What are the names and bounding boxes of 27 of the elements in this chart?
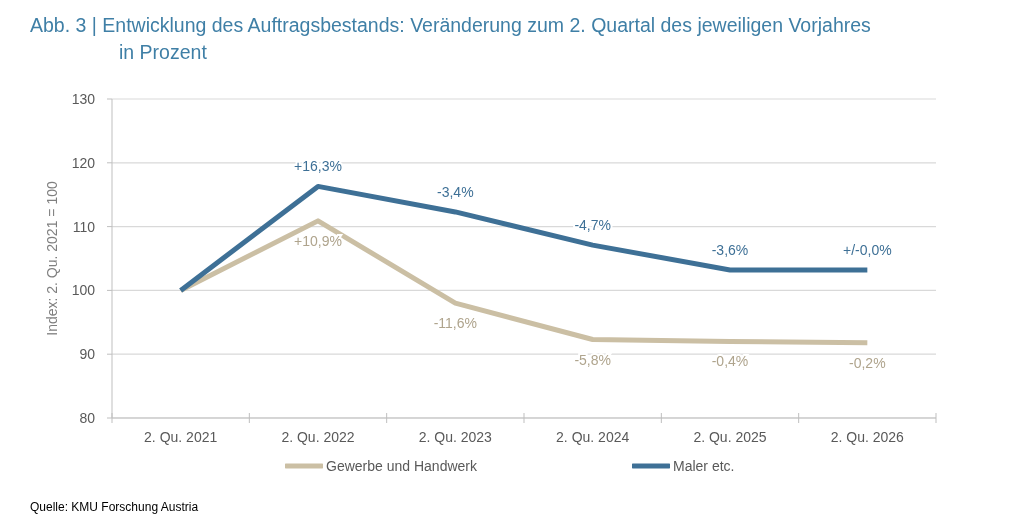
legend-label: Maler etc. [673,458,735,474]
chart-title: Abb. 3 | Entwicklung des Auftragsbestands: Veränderung zum 2. Quartal des jeweiligen Vorjahres in Prozent [30,13,872,65]
annotation: -3,6% [711,241,749,258]
x-tick-label: 2. Qu. 2025 [693,428,767,445]
y-tick-label: 100 [71,282,96,299]
x-tick-label: 2. Qu. 2023 [418,428,493,445]
annotation: -5,8% [574,351,611,368]
y-tick-label: 90 [79,346,96,363]
y-tick-label: 110 [72,218,96,235]
legend-label: Gewerbe und Handwerk [326,458,477,474]
annotation: -0,4% [711,353,749,370]
x-tick-label: 2. Qu. 2024 [556,428,630,445]
y-tick-label: 120 [71,154,96,171]
annotation: -3,4% [437,183,474,200]
annotation: -0,2% [849,354,886,371]
x-tick-label: 2. Qu. 2022 [281,428,355,445]
annotation: +/-0,0% [843,241,892,258]
annotation: -11,6% [433,315,477,332]
y-tick-label: 80 [79,409,96,426]
annotation: +16,3% [294,158,342,175]
annotation: -4,7% [574,217,611,234]
x-tick-label: 2. Qu. 2021 [144,428,218,445]
source-note: Quelle: KMU Forschung Austria [30,500,199,514]
y-tick-label: 130 [71,90,96,107]
y-axis-title: Index: 2. Qu. 2021 = 100 [44,181,60,336]
annotation: +10,9% [294,232,342,249]
x-tick-label: 2. Qu. 2026 [830,428,905,445]
